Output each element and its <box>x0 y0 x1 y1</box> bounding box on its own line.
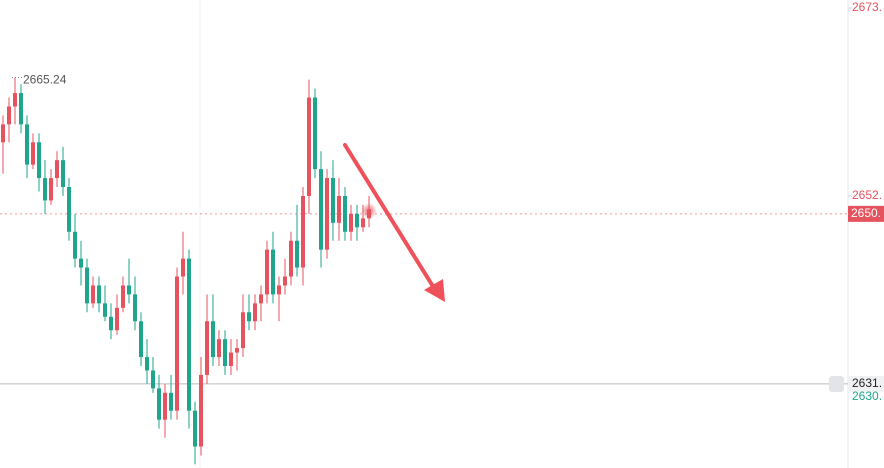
candle-body <box>337 195 341 223</box>
candle-body <box>67 187 71 232</box>
candle-body <box>241 312 245 349</box>
candle-body <box>319 169 323 250</box>
bid-label: 2630. <box>852 389 882 403</box>
candle-body <box>55 160 59 179</box>
candle-body <box>205 321 209 375</box>
candle-body <box>349 213 353 232</box>
candle-body <box>259 294 263 304</box>
last-price-label: 2650. <box>851 206 881 220</box>
candle-body <box>301 195 305 268</box>
y-tick-label: 2652. <box>852 188 882 202</box>
candle-body <box>265 249 269 295</box>
high-annotation: 2665.24 <box>23 73 67 87</box>
candle-body <box>7 106 11 125</box>
candle-body <box>1 124 5 143</box>
candle-body <box>253 303 257 322</box>
candle-body <box>181 258 185 277</box>
candle-body <box>247 312 251 322</box>
candle-body <box>85 267 89 304</box>
candle-body <box>139 321 143 358</box>
candle-body <box>175 276 179 411</box>
candle-body <box>43 178 47 201</box>
y-tick-label: 2673. <box>852 0 882 14</box>
candle-body <box>223 339 227 366</box>
candle-body <box>19 93 23 125</box>
candle-body <box>235 348 239 353</box>
candle-body <box>109 316 113 331</box>
candle-body <box>277 285 281 295</box>
candle-body <box>73 231 77 259</box>
candle-body <box>271 249 275 295</box>
last-price-badge <box>848 205 884 222</box>
candle-body <box>229 352 233 366</box>
candle-body <box>331 178 335 223</box>
candle-body <box>193 410 197 447</box>
candle-body <box>61 160 65 188</box>
candle-body <box>211 321 215 358</box>
candle-body <box>355 213 359 228</box>
candle-body <box>13 93 17 107</box>
candle-body <box>187 258 191 411</box>
candle-body <box>121 285 125 308</box>
candle-body <box>199 374 203 447</box>
candle-body <box>157 388 161 420</box>
candle-body <box>79 258 83 268</box>
candle-body <box>289 240 293 277</box>
candle-body <box>97 285 101 304</box>
alert-badge <box>848 375 884 392</box>
candle-body <box>217 339 221 358</box>
candle-body <box>313 97 317 170</box>
alert-bell[interactable] <box>829 376 844 392</box>
candle-body <box>169 392 173 411</box>
candle-body <box>31 142 35 165</box>
candle-body <box>151 370 155 389</box>
trend-arrow <box>343 143 445 302</box>
candle-body <box>325 178 329 250</box>
live-dot <box>361 203 377 219</box>
candle-body <box>115 307 119 331</box>
candle-body <box>283 276 287 286</box>
candle-body <box>91 285 95 304</box>
candle-body <box>307 97 311 196</box>
candle-body <box>361 218 365 228</box>
candle-body <box>163 392 167 420</box>
candle-body <box>37 142 41 179</box>
alert-label: 2631. <box>852 376 882 390</box>
candle-body <box>49 178 53 201</box>
candle-body <box>133 294 137 322</box>
candle-body <box>295 240 299 268</box>
candle-body <box>25 124 29 165</box>
candle-body <box>343 195 347 232</box>
candle-body <box>103 303 107 317</box>
candle-body <box>127 285 131 295</box>
candle-body <box>145 357 149 371</box>
